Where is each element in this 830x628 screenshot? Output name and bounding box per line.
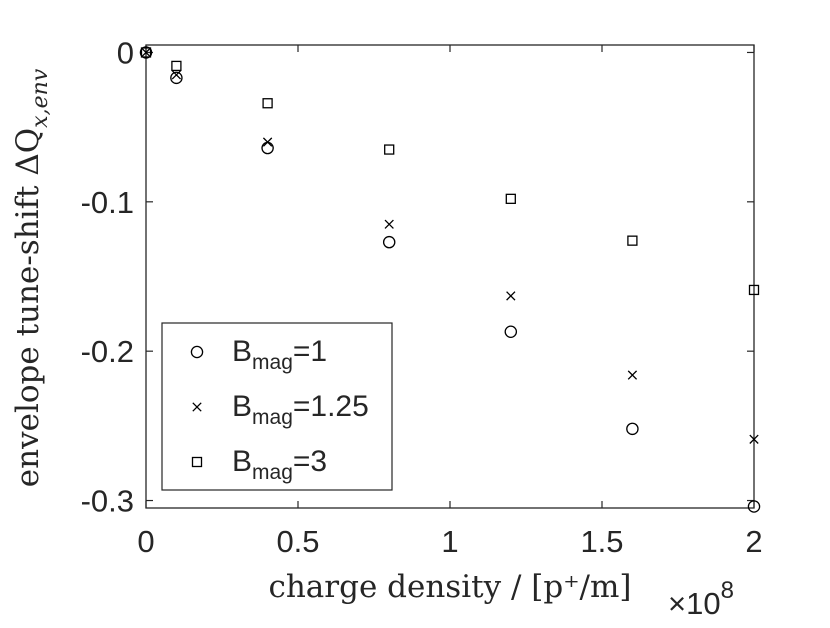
legend-label: Bmag=1 — [232, 335, 327, 374]
data-point-circle — [139, 46, 153, 59]
x-tick-label: 2 — [745, 524, 762, 559]
legend-label-subscript: mag — [252, 406, 293, 429]
series-3 — [140, 47, 760, 296]
legend-label-suffix: =1 — [293, 335, 327, 368]
x-tick-label: 1 — [441, 524, 458, 559]
series-2 — [141, 47, 759, 444]
data-point-circle — [382, 235, 396, 249]
y-axis-title: envelope tune-shift ΔQx,env — [10, 68, 53, 487]
x-marker-stroke — [171, 70, 182, 80]
data-point-square — [262, 98, 273, 109]
x-axis-title: charge density / [p⁺/m] — [268, 569, 631, 605]
legend-label-base: B — [232, 445, 252, 478]
x-marker-stroke — [506, 291, 516, 301]
data-point-square — [748, 284, 760, 296]
legend-label: Bmag=3 — [232, 445, 327, 484]
legend-label-base: B — [232, 335, 252, 368]
data-point-x — [171, 70, 182, 80]
legend-label-suffix: =3 — [293, 445, 327, 478]
y-tick-label: 0 — [117, 35, 134, 70]
x-marker-stroke — [262, 137, 273, 147]
axis-labels: ×108 charge density / [p⁺/m] envelope tune… — [10, 68, 734, 621]
data-point-circle — [261, 141, 274, 155]
data-point-square — [505, 193, 516, 204]
x-axis-multiplier: ×108 — [668, 577, 734, 621]
x-tick-label: 0 — [137, 524, 154, 559]
x-tick-label: 1.5 — [580, 524, 623, 559]
data-point-x — [506, 291, 516, 301]
y-tick-label: -0.3 — [81, 484, 134, 519]
y-axis-title-subscript: x,env — [28, 68, 53, 128]
legend-box — [161, 322, 393, 491]
x-marker-stroke — [627, 370, 638, 380]
legend-marker-x — [192, 402, 202, 412]
legend-label-suffix: =1.25 — [293, 390, 369, 423]
data-point-circle — [170, 71, 183, 85]
data-point-x — [749, 434, 759, 444]
x-marker-stroke — [749, 434, 759, 444]
data-point-square — [171, 60, 182, 72]
data-point-circle — [747, 500, 761, 513]
data-point-x — [141, 47, 151, 58]
legend-label: Bmag=1.25 — [232, 390, 369, 429]
y-tick-label: -0.1 — [81, 185, 134, 220]
legend-label-subscript: mag — [252, 351, 293, 374]
data-point-circle — [626, 422, 639, 436]
x-marker-stroke — [384, 219, 394, 229]
ticks: 0 0.5 1 1.5 2 0 -0.1 -0.2 -0.3 — [81, 35, 763, 559]
data-point-x — [262, 137, 273, 147]
legend-label-subscript: mag — [252, 461, 293, 484]
legend-label-base: B — [232, 390, 252, 423]
data-point-x — [627, 370, 638, 380]
x-marker-stroke — [141, 47, 151, 58]
x-marker-stroke — [192, 402, 202, 412]
data-point-square — [384, 144, 395, 155]
data-point-circle — [504, 325, 518, 339]
x-axis-multiplier-exponent: 8 — [721, 577, 734, 604]
data-point-square — [627, 235, 638, 246]
y-tick-label: -0.2 — [81, 334, 134, 369]
data-points — [139, 46, 761, 513]
legend-marker-circle — [190, 345, 204, 359]
x-tick-label: 0.5 — [276, 524, 319, 559]
data-point-x — [384, 219, 394, 229]
legend-marker-square — [191, 456, 203, 468]
data-point-square — [140, 47, 152, 58]
